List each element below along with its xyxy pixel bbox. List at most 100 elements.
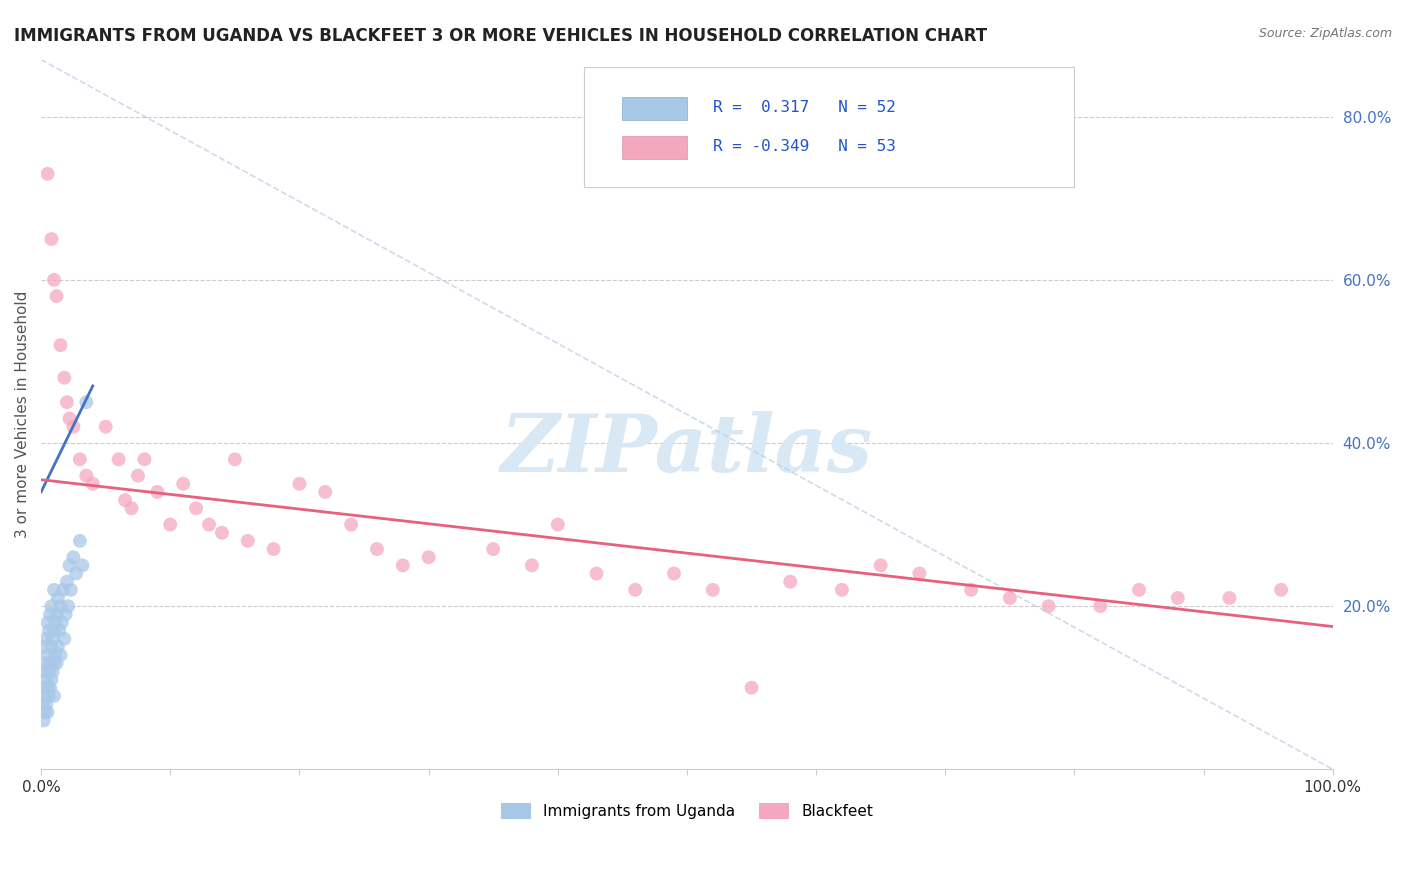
- Text: R = -0.349   N = 53: R = -0.349 N = 53: [713, 139, 896, 154]
- Point: [236, 533, 259, 548]
- Point: [69, 452, 91, 467]
- Point: [107, 452, 129, 467]
- Point: [45, 607, 67, 622]
- Point: [288, 476, 311, 491]
- Point: [1090, 599, 1112, 614]
- Point: [32, 714, 55, 728]
- Point: [41, 599, 63, 614]
- Point: [998, 591, 1021, 605]
- Point: [69, 533, 91, 548]
- Point: [418, 550, 440, 565]
- Point: [38, 689, 60, 703]
- Point: [44, 648, 66, 662]
- Point: [263, 542, 285, 557]
- Text: IMMIGRANTS FROM UGANDA VS BLACKFEET 3 OR MORE VEHICLES IN HOUSEHOLD CORRELATION : IMMIGRANTS FROM UGANDA VS BLACKFEET 3 OR…: [14, 27, 987, 45]
- Point: [49, 599, 72, 614]
- Point: [831, 582, 853, 597]
- Point: [908, 566, 931, 581]
- Point: [41, 640, 63, 654]
- Point: [37, 705, 59, 719]
- Point: [51, 615, 73, 630]
- Point: [58, 411, 80, 425]
- Point: [314, 485, 336, 500]
- Point: [624, 582, 647, 597]
- Point: [44, 615, 66, 630]
- Point: [45, 289, 67, 303]
- Point: [520, 558, 543, 573]
- Point: [127, 468, 149, 483]
- Point: [741, 681, 763, 695]
- FancyBboxPatch shape: [583, 67, 1074, 187]
- Point: [53, 370, 76, 384]
- Point: [52, 582, 75, 597]
- Point: [46, 591, 69, 605]
- Point: [49, 338, 72, 352]
- Point: [59, 582, 82, 597]
- Point: [65, 566, 87, 581]
- Point: [31, 681, 53, 695]
- Point: [198, 517, 221, 532]
- Text: Source: ZipAtlas.com: Source: ZipAtlas.com: [1258, 27, 1392, 40]
- Y-axis label: 3 or more Vehicles in Household: 3 or more Vehicles in Household: [15, 291, 30, 538]
- Point: [38, 624, 60, 638]
- Point: [56, 574, 79, 589]
- Point: [37, 167, 59, 181]
- Point: [869, 558, 891, 573]
- Point: [62, 419, 84, 434]
- Legend: Immigrants from Uganda, Blackfeet: Immigrants from Uganda, Blackfeet: [495, 797, 879, 825]
- Point: [121, 501, 143, 516]
- Point: [35, 673, 58, 687]
- Point: [39, 681, 62, 695]
- Point: [172, 476, 194, 491]
- Point: [42, 657, 65, 671]
- Point: [42, 689, 65, 703]
- Point: [779, 574, 801, 589]
- Point: [134, 452, 156, 467]
- Point: [1038, 599, 1060, 614]
- Point: [75, 468, 97, 483]
- Point: [37, 615, 59, 630]
- Point: [35, 697, 58, 711]
- Point: [482, 542, 505, 557]
- Point: [41, 232, 63, 246]
- Text: ZIPatlas: ZIPatlas: [501, 411, 873, 489]
- Point: [42, 665, 65, 679]
- Point: [42, 624, 65, 638]
- Point: [42, 582, 65, 597]
- Point: [42, 632, 65, 646]
- Point: [58, 558, 80, 573]
- Point: [39, 657, 62, 671]
- Point: [35, 632, 58, 646]
- Point: [960, 582, 983, 597]
- Point: [55, 607, 77, 622]
- Point: [48, 624, 70, 638]
- FancyBboxPatch shape: [623, 136, 688, 159]
- Point: [224, 452, 246, 467]
- Point: [184, 501, 207, 516]
- Point: [56, 395, 79, 409]
- Point: [146, 485, 169, 500]
- Point: [94, 419, 117, 434]
- Point: [1167, 591, 1189, 605]
- Point: [53, 632, 76, 646]
- Point: [32, 665, 55, 679]
- Point: [1218, 591, 1240, 605]
- Point: [37, 681, 59, 695]
- Point: [159, 517, 181, 532]
- Point: [114, 493, 136, 508]
- Point: [34, 705, 56, 719]
- Point: [211, 525, 233, 540]
- Point: [58, 599, 80, 614]
- Point: [662, 566, 685, 581]
- Point: [585, 566, 607, 581]
- Point: [41, 673, 63, 687]
- Point: [702, 582, 724, 597]
- Point: [340, 517, 363, 532]
- Point: [75, 395, 97, 409]
- Point: [46, 640, 69, 654]
- Point: [34, 657, 56, 671]
- Point: [1128, 582, 1150, 597]
- Point: [34, 689, 56, 703]
- Point: [547, 517, 569, 532]
- Point: [62, 550, 84, 565]
